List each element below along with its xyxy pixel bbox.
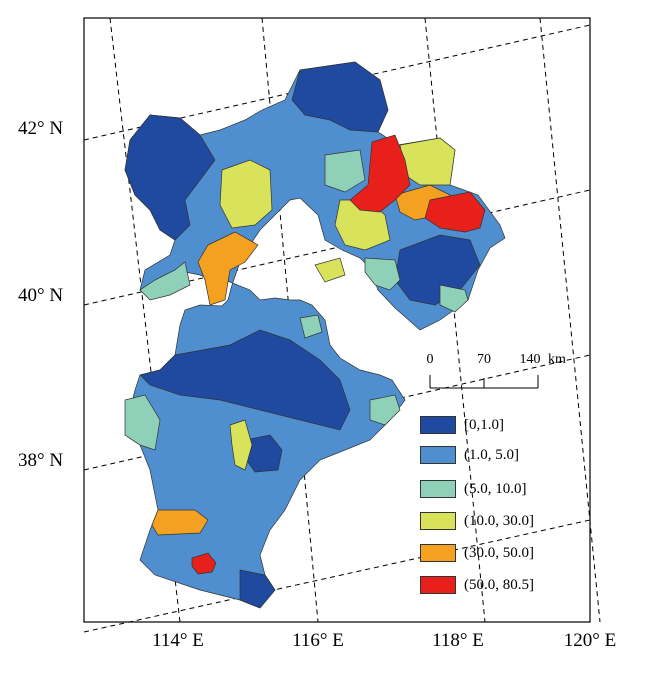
lon-label-114: 114° E (152, 630, 204, 651)
legend-swatch (420, 446, 456, 464)
region-yellow-4 (229, 419, 253, 471)
map-frame (83, 17, 591, 623)
region-teal-5 (439, 284, 469, 313)
lat-label-38: 38° N (18, 450, 64, 471)
legend-item: (10.0, 30.0] (420, 510, 534, 532)
legend-swatch (420, 576, 456, 594)
lat-label-42: 42° N (18, 118, 64, 139)
lon-label-116: 116° E (292, 630, 344, 651)
scale-tick-0: 0 (426, 352, 434, 367)
legend-label: (5.0, 10.0] (464, 480, 527, 497)
legend-label: [0,1.0] (464, 416, 504, 433)
region-red-2 (424, 191, 486, 233)
region-map (124, 61, 506, 609)
region-red-3 (191, 552, 217, 575)
region-dark-3 (139, 329, 351, 431)
region-dark-1 (291, 61, 389, 133)
scale-tick-140: 140 (519, 352, 541, 367)
legend-label: (10.0, 30.0] (464, 512, 534, 529)
scale-tick-70: 70 (477, 352, 491, 367)
legend-swatch (420, 416, 456, 434)
region-teal-4 (364, 257, 401, 291)
region-teal-7 (299, 314, 323, 339)
region-teal-2 (124, 394, 161, 451)
lon-label-118: 118° E (432, 630, 484, 651)
region-orange-3 (151, 509, 209, 536)
legend-item: [0,1.0] (420, 414, 504, 436)
region-yellow-1 (219, 159, 273, 229)
region-dark-2 (124, 114, 216, 241)
region-teal-3 (324, 149, 366, 193)
lat-label-40: 40° N (18, 285, 64, 306)
region-yellow-5 (314, 257, 346, 283)
region-orange-1 (197, 231, 259, 306)
legend-swatch (420, 480, 456, 498)
lon-label-120: 120° E (563, 630, 617, 651)
region-red-1 (349, 134, 411, 213)
legend-item: (1.0, 5.0] (420, 444, 519, 466)
legend-label: (1.0, 5.0] (464, 446, 519, 463)
scale-bar (429, 375, 539, 389)
legend-item: (50.0, 80.5] (420, 574, 534, 596)
legend-label: (30.0, 50.0] (464, 544, 534, 561)
region-teal-1 (139, 261, 191, 301)
region-dark-6 (239, 569, 276, 609)
legend-swatch (420, 544, 456, 562)
scale-unit: km (548, 352, 566, 367)
region-teal-6 (369, 394, 401, 426)
legend-swatch (420, 512, 456, 530)
legend-label: (50.0, 80.5] (464, 576, 534, 593)
legend-item: (5.0, 10.0] (420, 478, 527, 500)
legend-item: (30.0, 50.0] (420, 542, 534, 564)
